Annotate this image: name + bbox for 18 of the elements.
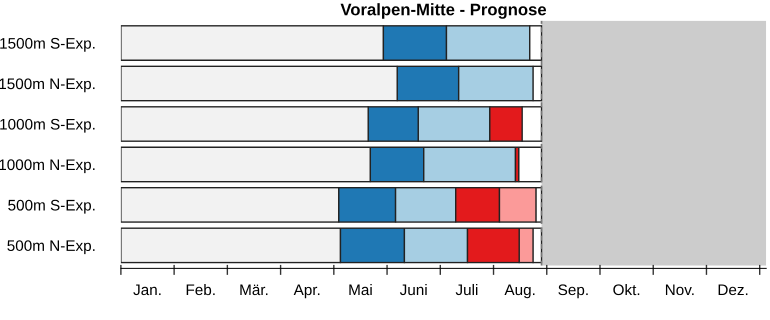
- y-tick-label: 1000m S-Exp.: [0, 118, 94, 133]
- text: Aug.: [504, 284, 534, 298]
- text: Mai: [349, 284, 372, 296]
- text: Juli: [456, 284, 478, 296]
- bar: [518, 146, 542, 182]
- chart-title: Voralpen-Mitte - Prognose: [340, 3, 546, 19]
- text: Feb.: [186, 284, 215, 296]
- text: Juni: [400, 284, 427, 296]
- y-tick-label: 1500m S-Exp.: [0, 38, 94, 52]
- y-tick-label: 500m S-Exp.: [8, 200, 94, 214]
- text: Sep.: [558, 284, 588, 298]
- text: Mär.: [240, 284, 268, 296]
- text: Okt.: [613, 284, 640, 296]
- y-tick-label: 500m N-Exp.: [7, 240, 94, 254]
- text: Dez.: [718, 284, 748, 296]
- text: Jan.: [133, 284, 161, 296]
- text: Nov.: [666, 284, 694, 296]
- text: Apr.: [294, 284, 320, 298]
